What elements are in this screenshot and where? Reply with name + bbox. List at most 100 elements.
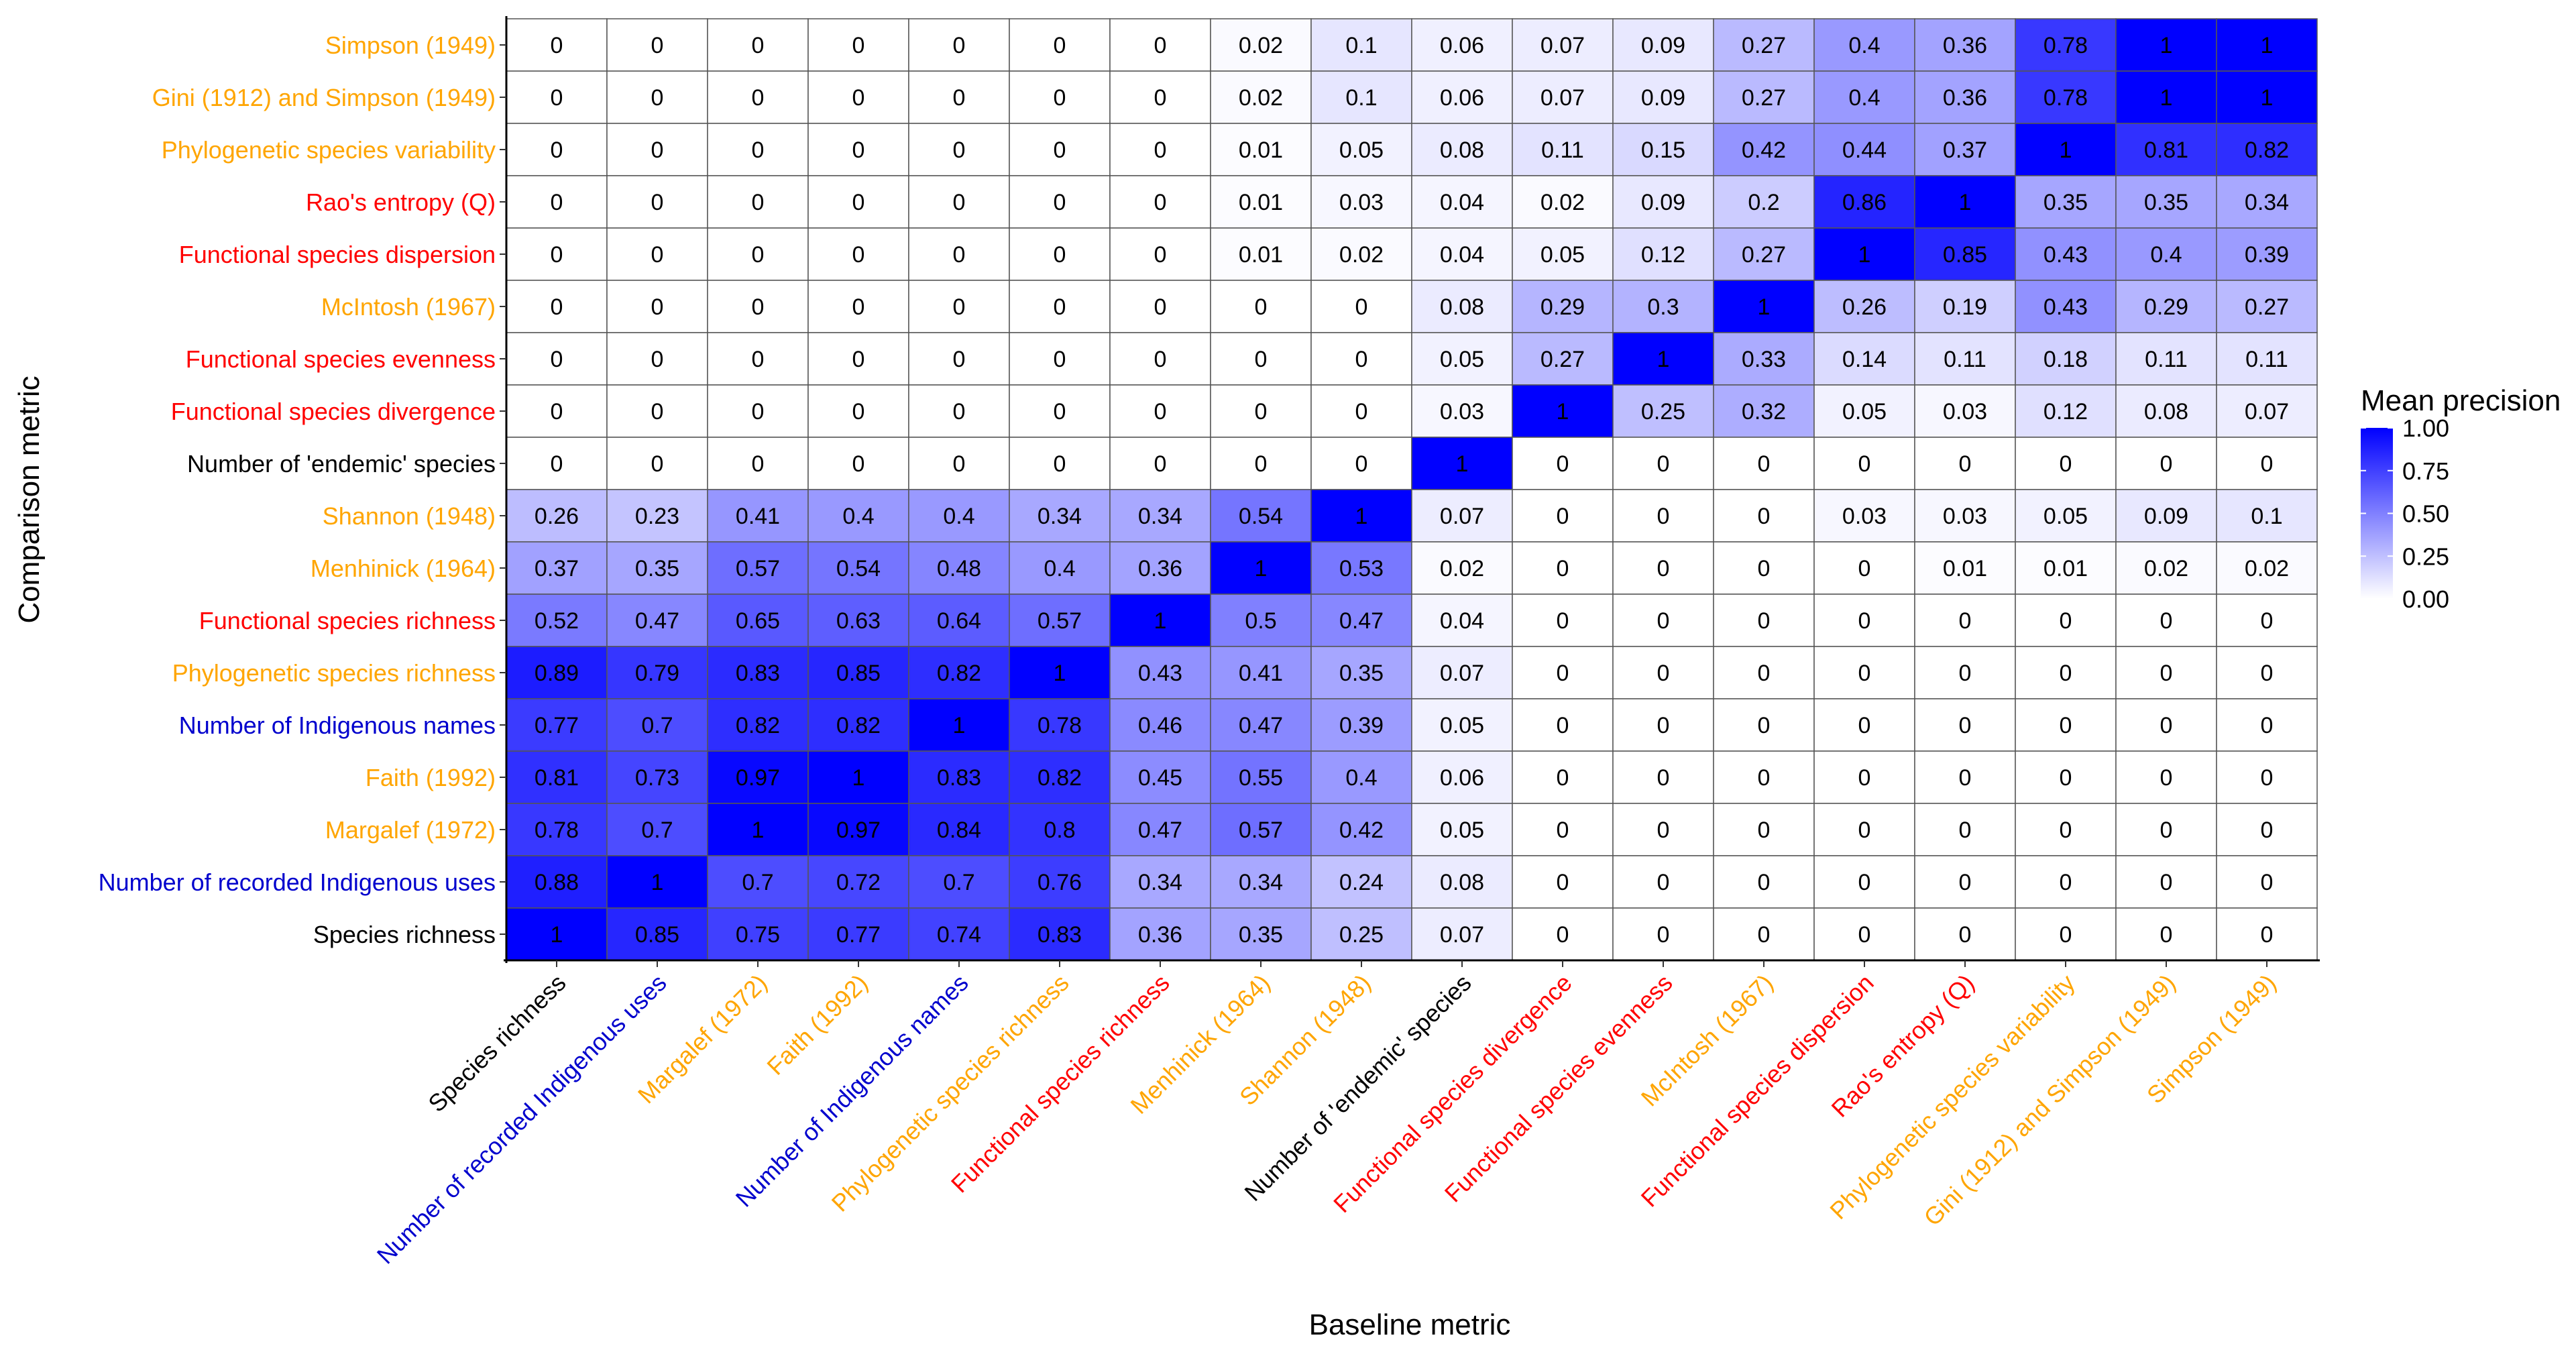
cell-value-label: 0	[1154, 33, 1167, 58]
cell-value-label: 0	[1959, 661, 1972, 686]
cell-value-label: 0.27	[1742, 85, 1786, 111]
heatmap-cell	[1813, 594, 1915, 647]
cell-value-label: 0	[2261, 765, 2274, 791]
heatmap-cell	[1210, 280, 1312, 333]
cell-value-label: 0	[1959, 765, 1972, 791]
heatmap-cell	[1411, 907, 1513, 961]
heatmap-cell	[1612, 907, 1714, 961]
cell-value-label: 0.35	[2144, 190, 2188, 215]
heatmap-cell	[1512, 123, 1614, 176]
heatmap-cell	[1813, 907, 1915, 961]
cell-value-label: 0.73	[635, 765, 679, 791]
heatmap-cell	[1411, 646, 1513, 699]
cell-value-label: 0	[1657, 451, 1670, 477]
cell-value-label: 0.01	[1239, 190, 1283, 215]
heatmap-cell	[2216, 489, 2318, 543]
cell-value-label: 0	[1758, 504, 1771, 529]
heatmap-cell	[1310, 280, 1412, 333]
heatmap-cell	[807, 750, 909, 804]
heatmap-cell	[1411, 70, 1513, 124]
cell-value-label: 0	[1758, 661, 1771, 686]
cell-value-label: 0	[1657, 608, 1670, 634]
cell-value-label: 0.77	[836, 922, 881, 948]
cell-value-label: 0.41	[736, 504, 780, 529]
cell-value-label: 0	[852, 137, 865, 163]
heatmap-cell	[506, 384, 608, 438]
cell-value-label: 0.27	[1742, 242, 1786, 268]
heatmap-cell	[1411, 437, 1513, 490]
cell-value-label: 0.3	[1647, 294, 1679, 320]
heatmap-cell	[807, 489, 909, 543]
cell-value-label: 0	[651, 399, 664, 425]
cell-value-label: 0.01	[2043, 556, 2088, 581]
cell-value-label: 0	[752, 242, 765, 268]
cell-value-label: 0.54	[1239, 504, 1283, 529]
x-axis-title: Baseline metric	[1309, 1308, 1511, 1341]
heatmap-cell	[1310, 594, 1412, 647]
heatmap-cell	[807, 594, 909, 647]
heatmap-cell	[2115, 384, 2217, 438]
cell-value-label: 0.33	[1742, 347, 1786, 372]
cell-value-label: 0.82	[836, 713, 881, 738]
heatmap-cell	[1612, 175, 1714, 229]
cell-value-label: 0.4	[2150, 242, 2182, 268]
cell-value-label: 0.03	[1339, 190, 1384, 215]
cell-value-label: 0.02	[2144, 556, 2188, 581]
cell-value-label: 0	[1758, 817, 1771, 843]
heatmap-cell	[1310, 70, 1412, 124]
cell-value-label: 0.03	[1842, 504, 1887, 529]
heatmap-cell	[606, 175, 708, 229]
cell-value-label: 0	[1959, 817, 1972, 843]
cell-value-label: 1	[1959, 190, 1972, 215]
heatmap-cell	[1310, 855, 1412, 909]
heatmap-cell	[2216, 855, 2318, 909]
heatmap-cell	[1411, 175, 1513, 229]
cell-value-label: 0.27	[1541, 347, 1585, 372]
cell-value-label: 0.83	[937, 765, 981, 791]
heatmap-cell	[2115, 907, 2217, 961]
heatmap-cell	[606, 227, 708, 281]
cell-value-label: 0.05	[1440, 713, 1484, 738]
legend-tick-label: 0.25	[2402, 543, 2449, 570]
heatmap-cell	[1009, 489, 1111, 543]
cell-value-label: 0	[2160, 661, 2173, 686]
cell-value-label: 0.01	[1943, 556, 1987, 581]
cell-value-label: 0.4	[1044, 556, 1075, 581]
cell-value-label: 0	[551, 85, 563, 111]
cell-value-label: 0	[852, 451, 865, 477]
heatmap-cell	[2115, 489, 2217, 543]
cell-value-label: 0.23	[635, 504, 679, 529]
cell-value-label: 1	[651, 870, 664, 895]
cell-value-label: 0.09	[1641, 190, 1685, 215]
heatmap-cell	[707, 907, 809, 961]
heatmap-cell	[1210, 332, 1312, 386]
cell-value-label: 0.45	[1138, 765, 1182, 791]
cell-value-label: 0.82	[1038, 765, 1082, 791]
cell-value-label: 0.37	[535, 556, 579, 581]
cell-value-label: 0.27	[2245, 294, 2289, 320]
heatmap-cell	[1512, 227, 1614, 281]
cell-value-label: 0.12	[1641, 242, 1685, 268]
heatmap-cell	[908, 384, 1010, 438]
heatmap-cell	[908, 646, 1010, 699]
cell-value-label: 0.46	[1138, 713, 1182, 738]
heatmap-cell	[1109, 280, 1211, 333]
cell-value-label: 0.09	[2144, 504, 2188, 529]
cell-value-label: 0	[2060, 870, 2072, 895]
cell-value-label: 0.04	[1440, 242, 1484, 268]
heatmap-cell	[707, 541, 809, 595]
cell-value-label: 0.85	[1943, 242, 1987, 268]
heatmap-cell	[1310, 541, 1412, 595]
cell-value-label: 0	[1657, 504, 1670, 529]
cell-value-label: 0.4	[842, 504, 874, 529]
heatmap-cell	[1914, 175, 2016, 229]
heatmap-cell	[1109, 123, 1211, 176]
heatmap-cell	[1813, 175, 1915, 229]
cell-value-label: 0.18	[2043, 347, 2088, 372]
y-tick-label: Menhinick (1964)	[311, 555, 496, 582]
heatmap-cell	[908, 489, 1010, 543]
heatmap-cell	[1512, 803, 1614, 856]
heatmap-cell	[908, 70, 1010, 124]
heatmap-cell	[606, 698, 708, 752]
heatmap-cell	[1411, 227, 1513, 281]
